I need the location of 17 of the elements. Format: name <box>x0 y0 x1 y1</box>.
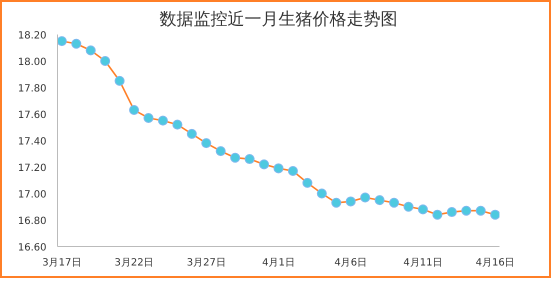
chart-title: 数据监控近一月生猪价格走势图 <box>160 10 398 30</box>
y-tick-label: 17.60 <box>18 110 47 121</box>
y-tick-label: 17.80 <box>18 84 47 94</box>
y-tick-label: 17.00 <box>18 190 47 200</box>
x-tick-label: 4月16日 <box>476 258 515 268</box>
y-tick-label: 16.60 <box>18 242 47 254</box>
x-tick-label: 4月11日 <box>403 258 442 268</box>
x-tick-label: 3月17日 <box>42 258 82 268</box>
x-tick-label: 4月1日 <box>262 258 295 268</box>
x-tick-label: 3月22日 <box>114 258 154 268</box>
y-tick-label: 16.80 <box>18 216 47 227</box>
y-tick-label: 17.20 <box>18 163 47 174</box>
y-tick-label: 18.00 <box>18 57 47 68</box>
x-tick-label: 3月27日 <box>186 258 226 268</box>
y-tick-label: 18.20 <box>18 30 47 42</box>
y-tick-label: 17.40 <box>18 136 47 148</box>
x-tick-label: 4月6日 <box>334 258 368 268</box>
